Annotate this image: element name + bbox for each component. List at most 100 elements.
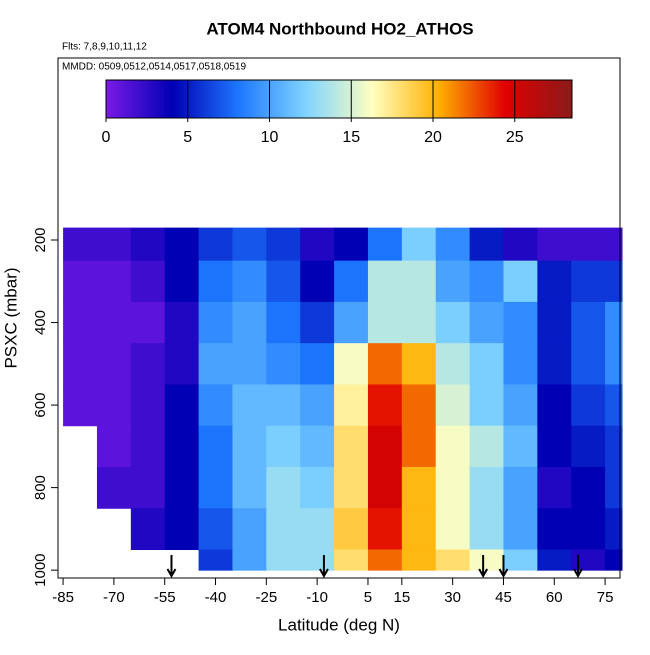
heatmap-cell — [435, 301, 471, 344]
heatmap-cell — [63, 384, 98, 427]
annotation: MMDD: 0509,0512,0514,0517,0518,0519 — [62, 62, 246, 73]
heatmap-cell — [198, 466, 233, 509]
colorbar-tick-label: 5 — [183, 129, 192, 146]
heatmap-cell — [300, 425, 335, 468]
heatmap-cell — [232, 549, 267, 571]
heatmap-cell — [300, 466, 335, 509]
heatmap-cell — [164, 260, 200, 303]
heatmap-cell — [63, 227, 98, 262]
heatmap-cell — [266, 227, 301, 262]
heatmap-cell — [96, 343, 132, 385]
heatmap-cell — [435, 466, 471, 509]
heatmap-cell — [232, 425, 267, 468]
heatmap-cell — [164, 425, 200, 468]
heatmap-cell — [96, 301, 132, 344]
x-tick-label: -70 — [103, 589, 125, 606]
y-axis-label: PSXC (mbar) — [1, 267, 20, 368]
heatmap-cell — [469, 301, 504, 344]
colorbar-tick-label: 20 — [424, 129, 442, 146]
heatmap-cell — [469, 227, 504, 262]
heatmap-cell — [605, 301, 623, 344]
heatmap-cell — [401, 260, 437, 303]
heatmap-cell — [130, 466, 166, 509]
heatmap-cell — [401, 549, 437, 571]
heatmap-cell — [96, 260, 132, 303]
heatmap-cell — [503, 549, 538, 571]
heatmap-cell — [503, 227, 538, 262]
x-tick-label: -25 — [255, 589, 277, 606]
heatmap-cell — [571, 425, 606, 468]
y-tick-label: 1000 — [32, 553, 49, 586]
heatmap-cell — [367, 466, 403, 509]
heatmap-cell — [571, 227, 606, 262]
heatmap-cell — [503, 384, 538, 427]
heatmap-cell — [571, 508, 606, 551]
heatmap-cell — [401, 301, 437, 344]
heatmap-cell — [232, 301, 267, 344]
x-tick-label: 75 — [597, 589, 614, 606]
heatmap-cell — [469, 260, 504, 303]
heatmap-cell — [96, 425, 132, 468]
heatmap-cell — [435, 227, 471, 262]
heatmap-cell — [605, 227, 623, 262]
y-tick-label: 800 — [32, 475, 49, 500]
arrow — [319, 555, 329, 579]
subtitle: Flts: 7,8,9,10,11,12 — [62, 42, 147, 53]
heatmap-cell — [164, 508, 200, 551]
heatmap-cell — [605, 260, 623, 303]
plot-frame — [57, 57, 621, 579]
heatmap-cell — [130, 508, 166, 551]
heatmap-cell — [605, 549, 623, 571]
heatmap-cell — [537, 343, 572, 385]
heatmap-cell — [435, 508, 471, 551]
x-tick-label: 60 — [546, 589, 563, 606]
heatmap-cell — [232, 508, 267, 551]
heatmap-cell — [164, 227, 200, 262]
heatmap-cell — [469, 466, 504, 509]
heatmap-cell — [232, 227, 267, 262]
heatmap-cell — [232, 466, 267, 509]
heatmap-cell — [605, 343, 623, 385]
heatmap-cell — [469, 343, 504, 385]
heatmap-cell — [401, 384, 437, 427]
heatmap-cell — [198, 301, 233, 344]
heatmap-cell — [300, 384, 335, 427]
heatmap-cell — [537, 260, 572, 303]
heatmap-cell — [469, 425, 504, 468]
heatmap-cell — [300, 549, 335, 571]
heatmap-cell — [198, 260, 233, 303]
heatmap-cell — [503, 301, 538, 344]
heatmap-cell — [469, 508, 504, 551]
heatmap-cell — [469, 549, 504, 571]
heatmap-cell — [130, 260, 166, 303]
heatmap-cell — [198, 384, 233, 427]
heatmap-cell — [571, 301, 606, 344]
arrow — [573, 555, 583, 579]
heatmap-cell — [266, 466, 301, 509]
heatmap-cell — [63, 301, 98, 344]
heatmap-cell — [164, 343, 200, 385]
colorbar-tick-label: 0 — [102, 129, 111, 146]
heatmap-cell — [605, 384, 623, 427]
heatmap-cell — [300, 260, 335, 303]
heatmap-cell — [198, 549, 233, 571]
x-tick-label: 30 — [444, 589, 461, 606]
heatmap-cell — [334, 466, 369, 509]
arrow — [478, 555, 489, 579]
chart-title: ATOM4 Northbound HO2_ATHOS — [206, 19, 473, 38]
heatmap-cell — [96, 384, 132, 427]
heatmap-cell — [334, 508, 369, 551]
heatmap-cell — [266, 384, 301, 427]
heatmap-cell — [503, 466, 538, 509]
heatmap-cell — [367, 384, 403, 427]
heatmap-cell — [130, 343, 166, 385]
heatmap-cell — [198, 425, 233, 468]
heatmap-cell — [334, 260, 369, 303]
heatmap-cell — [537, 425, 572, 468]
heatmap-cell — [232, 260, 267, 303]
x-tick-label: -55 — [154, 589, 176, 606]
heatmap-cell — [605, 466, 623, 509]
heatmap-cell — [198, 508, 233, 551]
heatmap-cell — [266, 508, 301, 551]
heatmap-cell — [164, 466, 200, 509]
